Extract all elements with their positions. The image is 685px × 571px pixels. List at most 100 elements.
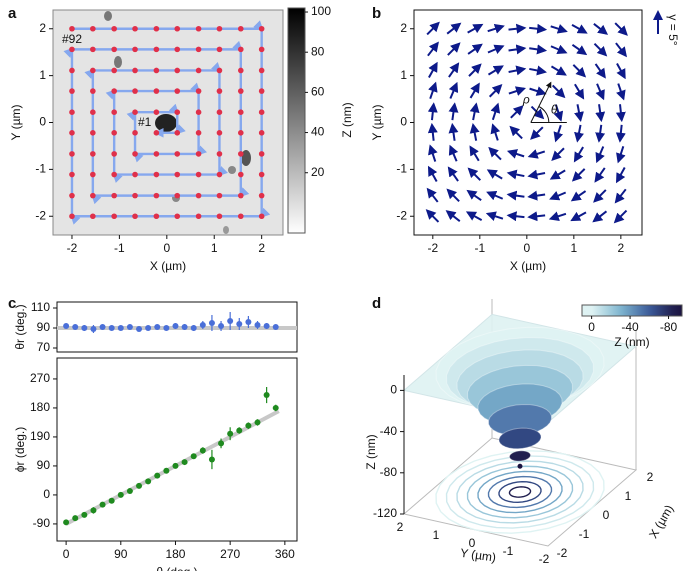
vector-arrow	[550, 23, 568, 34]
colorbar	[287, 7, 306, 234]
scan-point	[69, 109, 75, 115]
afm-feature	[104, 11, 112, 21]
data-point	[245, 319, 252, 325]
scan-point	[69, 88, 75, 94]
scan-point	[174, 109, 181, 115]
vector-arrow	[490, 102, 501, 121]
vector-arrow	[616, 145, 626, 164]
data-point	[72, 324, 79, 330]
scan-point	[69, 67, 75, 74]
x-tick-label: 0	[163, 241, 170, 255]
data-point	[117, 491, 124, 498]
y-tick-label: -1	[35, 162, 46, 176]
scan-point	[258, 109, 265, 115]
z-tick-label: -120	[373, 506, 397, 520]
y-axis-label: θr (deg.)	[13, 304, 27, 349]
colorbar-tick-label: 20	[311, 165, 325, 179]
colorbar-tick-label: 60	[311, 85, 325, 99]
y-tick-label: 0	[400, 115, 407, 129]
annotation: #92	[62, 32, 82, 46]
scan-point	[153, 109, 160, 115]
z-tick-label: 0	[390, 383, 397, 397]
vector-arrow	[448, 144, 459, 162]
y-axis-label: Y (µm)	[9, 104, 23, 140]
scan-point	[195, 88, 202, 94]
scan-point	[237, 67, 244, 74]
scan-point	[111, 46, 117, 53]
scan-point	[237, 109, 244, 115]
scan-point	[111, 192, 117, 199]
vector-arrow	[446, 22, 462, 35]
data-point	[181, 324, 188, 330]
scan-point	[258, 171, 265, 178]
scan-point	[195, 25, 202, 32]
scan-point	[216, 171, 223, 178]
data-point	[63, 519, 70, 526]
rho-line	[530, 81, 552, 123]
vector-arrow	[549, 191, 567, 201]
y-axis-label: ϕr (deg.)	[13, 427, 27, 472]
y-tick-label: 0	[39, 115, 46, 129]
vector-arrow	[595, 104, 606, 123]
scan-point	[174, 192, 181, 199]
y-tick-label: 0	[43, 487, 50, 501]
colorbar-tick-label: 40	[311, 125, 325, 139]
vector-arrow	[595, 83, 605, 101]
scan-point	[132, 46, 138, 53]
data-point	[272, 324, 279, 330]
scan-point	[90, 109, 96, 115]
vector-arrow	[506, 169, 525, 180]
vector-arrow	[485, 211, 504, 222]
vector-arrow	[428, 81, 438, 99]
vector-arrow	[448, 62, 460, 78]
scan-point	[237, 192, 244, 199]
scan-point	[237, 213, 244, 220]
data-point	[108, 497, 115, 504]
vector-arrow	[445, 210, 461, 222]
scan-point	[237, 88, 244, 94]
data-point	[81, 325, 88, 331]
data-point	[154, 472, 161, 479]
data-point	[199, 447, 206, 454]
data-point	[117, 325, 124, 331]
scan-point	[90, 213, 96, 220]
data-point	[218, 323, 225, 329]
scan-point	[195, 171, 202, 178]
y-tick-label: 70	[37, 340, 51, 354]
scan-point	[69, 192, 75, 199]
vector-arrow	[469, 145, 480, 162]
scan-point	[195, 151, 202, 157]
scan-point	[153, 151, 160, 157]
scan-point	[111, 109, 117, 115]
data-point	[190, 453, 197, 460]
vector-arrow	[550, 44, 568, 54]
vector-arrow	[550, 65, 567, 76]
x-tick-label: -2	[427, 241, 438, 255]
vector-arrow	[486, 191, 504, 201]
vector-arrow	[426, 187, 439, 203]
data-point	[254, 419, 261, 426]
vector-arrow	[486, 169, 503, 180]
vector-arrow	[426, 21, 440, 36]
panel-letter: a	[8, 5, 17, 22]
vector-arrow	[509, 125, 523, 140]
data-point	[181, 459, 188, 466]
scan-point	[69, 46, 75, 53]
vector-arrow	[427, 122, 438, 141]
x-axis-label: θ (deg.)	[156, 565, 197, 571]
scan-point	[69, 151, 75, 157]
scan-point	[132, 151, 138, 157]
z-tick-label: -40	[380, 424, 398, 438]
y-tick-label: -2	[35, 208, 46, 222]
data-point	[236, 427, 243, 434]
scan-point	[111, 25, 117, 32]
contour	[445, 455, 595, 529]
vector-arrow	[572, 64, 587, 78]
colorbar-label: Z (nm)	[614, 335, 649, 349]
vector-arrow	[490, 123, 501, 141]
y-axis-label: Y (µm)	[370, 104, 384, 140]
annotation: θ	[551, 103, 558, 117]
x-tick-label: 90	[114, 547, 128, 561]
x-tick-label: -1	[114, 241, 125, 255]
